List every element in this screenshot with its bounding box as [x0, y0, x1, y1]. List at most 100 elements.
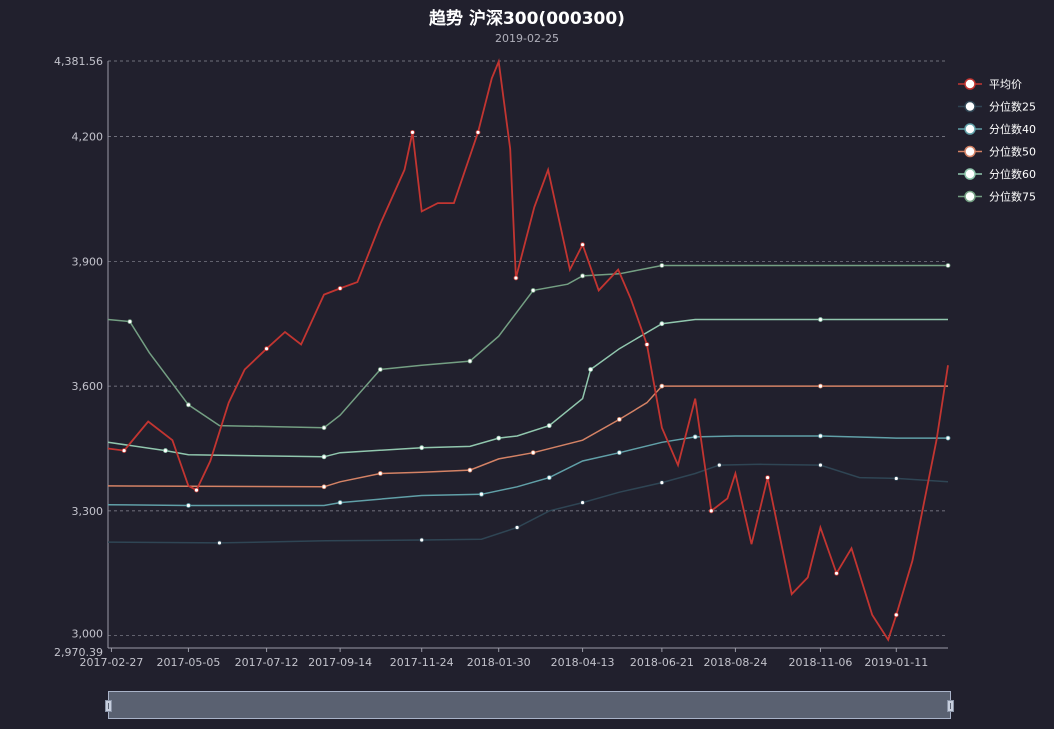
legend-label: 分位数60 — [989, 167, 1036, 181]
series-point — [580, 500, 585, 505]
x-tick-label: 2019-01-11 — [864, 656, 928, 669]
series-point — [818, 317, 823, 322]
chart-title: 趋势 沪深300(000300) — [429, 9, 625, 29]
series-point — [513, 275, 519, 281]
series-point — [419, 445, 425, 451]
x-tick-label: 2018-11-06 — [788, 656, 852, 669]
series-line-分位数25 — [107, 463, 949, 544]
series-point — [121, 448, 127, 453]
series-point — [321, 454, 327, 460]
series-point — [479, 491, 484, 497]
chart-subtitle: 2019-02-25 — [495, 32, 559, 45]
x-tick-label: 2017-02-27 — [79, 656, 143, 669]
legend-item[interactable]: 分位数60 — [958, 167, 1036, 181]
x-tick-label: 2017-05-05 — [156, 656, 220, 669]
series-point — [530, 288, 536, 293]
series-point — [467, 467, 473, 473]
series-point — [546, 423, 552, 429]
legend-marker — [964, 78, 976, 90]
y-tick-label: 3,900 — [72, 255, 104, 268]
x-tick-label: 2017-09-14 — [308, 656, 372, 669]
series-point — [834, 570, 839, 576]
series-point — [337, 285, 343, 291]
legend-label: 平均价 — [989, 78, 1022, 91]
series-point — [692, 434, 698, 440]
series-point — [496, 435, 502, 441]
y-tick-label: 3,600 — [72, 380, 104, 393]
legend-item[interactable]: 分位数75 — [958, 190, 1036, 204]
series-point — [659, 383, 665, 389]
legend-item[interactable]: 分位数25 — [958, 100, 1036, 114]
series-point — [514, 525, 520, 530]
slider-right-handle[interactable] — [947, 700, 954, 712]
legend-item[interactable]: 平均价 — [958, 78, 1022, 91]
series-lines — [107, 58, 951, 642]
series-point — [659, 263, 665, 268]
series-point — [659, 321, 665, 327]
series-point — [264, 346, 269, 352]
series-point — [217, 540, 222, 546]
series-point — [893, 612, 899, 618]
series-point — [580, 242, 585, 248]
series-point — [475, 129, 481, 135]
series-point — [818, 383, 823, 389]
grid — [108, 60, 948, 649]
y-tick-label: 3,300 — [72, 505, 104, 518]
y-tick-label: 4,381.56 — [54, 55, 103, 68]
series-point — [765, 475, 770, 481]
x-tick-label: 2018-04-13 — [551, 656, 615, 669]
series-point — [616, 416, 622, 422]
series-point — [708, 508, 714, 514]
legend-item[interactable]: 分位数40 — [958, 122, 1036, 136]
series-line-分位数75 — [107, 264, 948, 429]
series-point — [377, 471, 383, 476]
series-point — [410, 129, 415, 135]
series-point — [818, 462, 823, 468]
series-point — [945, 263, 951, 268]
axes: 2,970.39 3,000 3,300 3,600 3,900 4,200 4,381.5… — [54, 55, 948, 669]
legend-label: 分位数25 — [989, 100, 1036, 114]
series-point — [321, 484, 327, 490]
series-point — [377, 367, 383, 372]
x-tick-label: 2018-06-21 — [630, 656, 694, 669]
legend-marker — [964, 123, 976, 135]
legend-marker — [964, 145, 976, 158]
series-point — [419, 537, 425, 543]
series-point — [530, 450, 536, 456]
y-tick-label: 3,000 — [72, 628, 104, 641]
datazoom-slider[interactable] — [105, 691, 954, 719]
series-point — [580, 273, 585, 279]
legend-label: 分位数50 — [989, 145, 1036, 159]
x-tick-label: 2017-07-12 — [235, 656, 299, 669]
series-point — [616, 450, 622, 456]
series-point — [194, 487, 199, 493]
series-point — [467, 358, 473, 364]
slider-left-handle[interactable] — [105, 700, 112, 712]
x-tick-label: 2018-01-30 — [467, 656, 531, 669]
series-point — [945, 435, 951, 441]
y-tick-label: 2,970.39 — [54, 646, 103, 659]
series-point — [644, 342, 650, 347]
legend-item[interactable]: 分位数50 — [958, 145, 1036, 159]
series-point — [659, 480, 665, 486]
legend-marker — [964, 190, 976, 203]
series-point — [321, 425, 327, 431]
series-line-分位数40 — [107, 435, 948, 507]
legend-marker — [964, 168, 976, 180]
series-point — [337, 500, 343, 505]
legend-marker — [964, 100, 976, 113]
legend-label: 分位数75 — [989, 190, 1036, 204]
series-point — [716, 462, 722, 468]
series-line-平均价 — [107, 58, 949, 642]
x-tick-label: 2017-11-24 — [390, 656, 454, 669]
series-point — [893, 476, 899, 481]
x-tick-label: 2018-08-24 — [703, 656, 767, 669]
series-point — [186, 503, 191, 508]
series-line-分位数60 — [107, 318, 948, 458]
y-tick-label: 4,200 — [72, 131, 104, 144]
series-point — [127, 319, 133, 325]
series-point — [186, 402, 191, 408]
series-point — [546, 475, 552, 481]
